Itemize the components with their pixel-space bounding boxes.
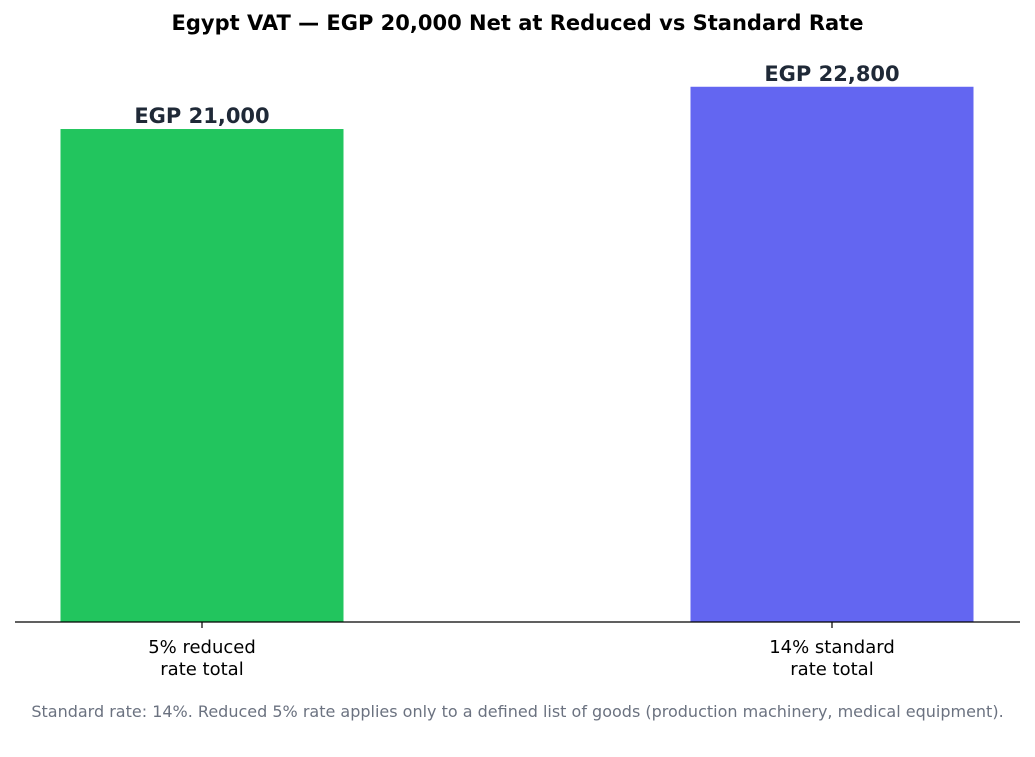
x-tick-label-line: rate total (160, 659, 243, 680)
x-tick-label: 14% standard rate total (769, 637, 895, 680)
x-tick-label-line: rate total (790, 659, 873, 680)
bars-layer (60, 86, 974, 622)
footnote: Standard rate: 14%. Reduced 5% rate appl… (31, 702, 1004, 721)
chart-title: Egypt VAT — EGP 20,000 Net at Reduced vs… (171, 11, 864, 35)
x-tick-label: 5% reduced rate total (148, 637, 256, 680)
x-tick-label-line: 5% reduced (148, 637, 256, 658)
bar-standard-rate (690, 86, 974, 622)
bar-value-label: EGP 22,800 (764, 62, 899, 86)
x-tick-label-line: 14% standard (769, 637, 895, 658)
bar-value-label: EGP 21,000 (134, 104, 269, 128)
bar-reduced-rate (60, 129, 344, 622)
value-labels-layer: EGP 21,000 EGP 22,800 (134, 62, 899, 128)
